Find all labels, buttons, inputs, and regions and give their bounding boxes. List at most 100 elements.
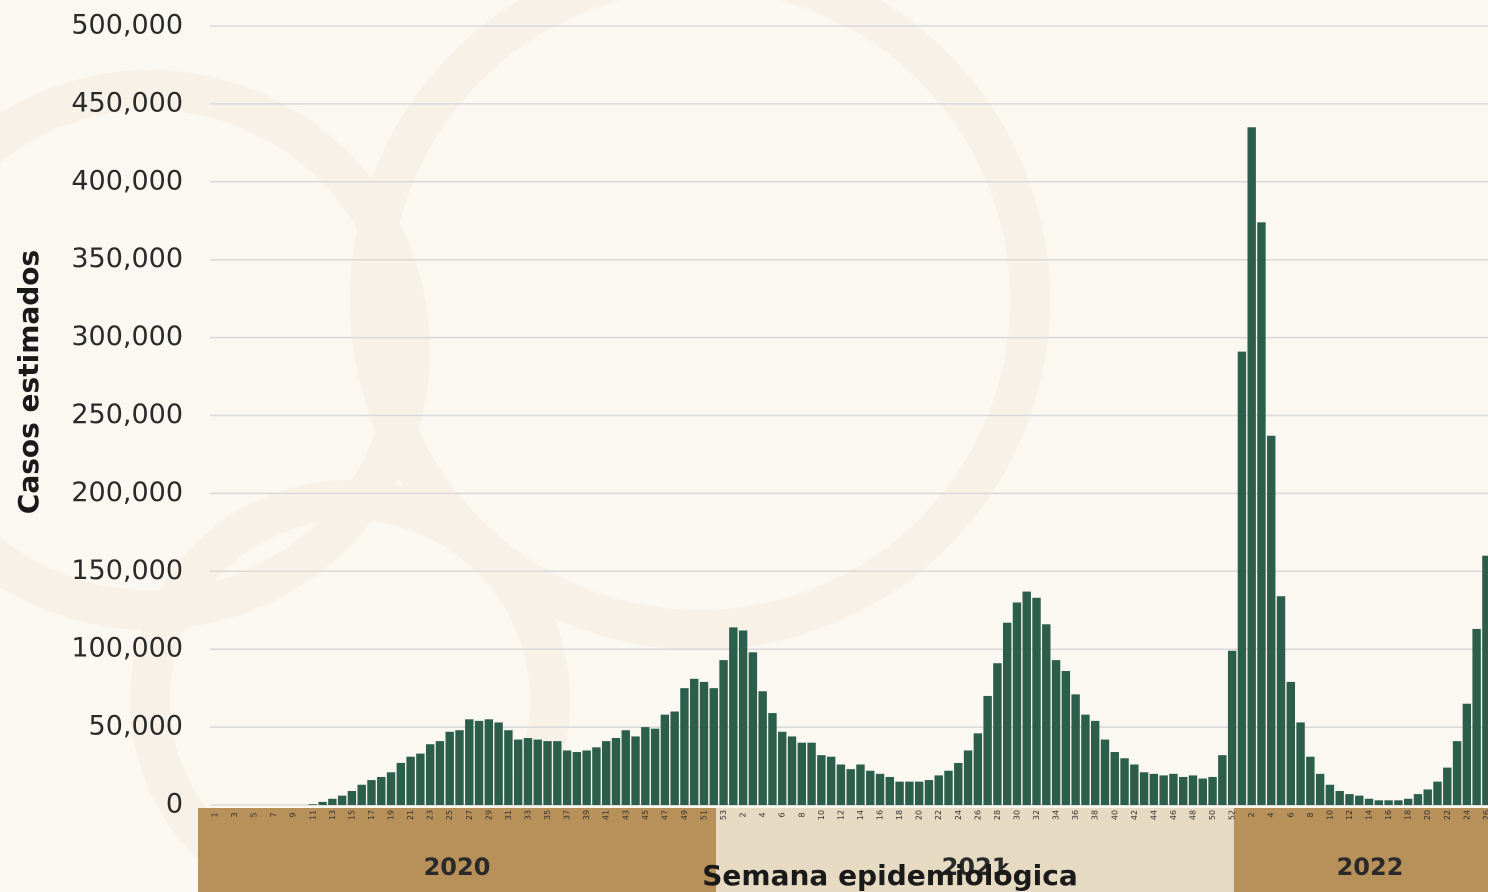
y-tick-label: 0 <box>166 789 183 820</box>
x-tick-label: 15 <box>347 810 356 820</box>
bar <box>1012 602 1022 805</box>
bar <box>1100 739 1110 805</box>
bar <box>377 776 386 805</box>
bar <box>465 719 474 805</box>
bar <box>885 776 895 805</box>
bar <box>1482 555 1488 805</box>
x-tick-label: 13 <box>328 810 337 820</box>
bar <box>631 736 640 805</box>
bar <box>1276 596 1286 805</box>
bar <box>1247 127 1256 805</box>
bar <box>1198 778 1207 805</box>
bar <box>425 744 435 805</box>
bar <box>396 762 406 805</box>
y-axis-label: Casos estimados <box>12 250 45 514</box>
bar <box>1325 784 1335 805</box>
x-tick-label: 44 <box>1149 810 1158 820</box>
year-band <box>716 808 1234 892</box>
x-tick-label: 9 <box>289 812 298 817</box>
x-tick-label: 51 <box>700 810 709 820</box>
bar <box>435 741 445 805</box>
bar <box>494 722 503 805</box>
bar <box>1110 752 1119 805</box>
bar <box>846 769 855 805</box>
bar <box>416 753 425 805</box>
bar <box>914 781 924 805</box>
bar <box>1355 795 1364 805</box>
bar <box>758 691 767 805</box>
bar <box>1413 794 1423 805</box>
x-tick-label: 20 <box>1423 810 1432 820</box>
x-tick-label: 34 <box>1052 810 1061 820</box>
bar <box>719 660 728 805</box>
x-tick-label: 28 <box>993 810 1002 820</box>
x-tick-label: 22 <box>934 810 943 820</box>
x-tick-label: 32 <box>1032 810 1041 820</box>
x-tick-label: 3 <box>230 812 239 817</box>
x-tick-label: 39 <box>582 810 591 820</box>
y-tick-label: 250,000 <box>71 399 183 430</box>
bar <box>993 663 1002 805</box>
bar <box>1130 764 1139 805</box>
year-label: 2022 <box>1337 853 1404 881</box>
bar <box>445 731 454 805</box>
bar <box>1091 720 1100 805</box>
bar <box>347 790 357 805</box>
bar <box>504 730 513 805</box>
bar <box>963 750 973 805</box>
x-tick-label: 18 <box>895 810 904 820</box>
bar <box>1433 781 1442 805</box>
x-tick-label: 35 <box>543 810 552 820</box>
y-tick-label: 50,000 <box>89 711 183 742</box>
bar <box>484 719 494 805</box>
bars <box>308 127 1488 806</box>
bar <box>1403 798 1413 805</box>
bar <box>817 755 826 805</box>
bar <box>1061 671 1071 805</box>
x-tick-label: 41 <box>602 810 611 820</box>
bar <box>602 741 611 805</box>
x-tick-label: 53 <box>719 810 728 820</box>
x-tick-label: 5 <box>250 812 259 817</box>
watermark <box>0 0 1030 892</box>
x-tick-label: 22 <box>1443 810 1452 820</box>
bar <box>1315 773 1325 805</box>
bar <box>562 750 572 805</box>
bar <box>1394 800 1403 805</box>
bar <box>856 764 865 805</box>
x-tick-label: 8 <box>797 812 806 817</box>
bar <box>797 742 806 805</box>
bar <box>1081 714 1090 805</box>
x-tick-label: 8 <box>1306 812 1315 817</box>
x-tick-label: 37 <box>563 810 572 820</box>
x-tick-label: 36 <box>1071 810 1080 820</box>
bar <box>944 770 953 805</box>
x-tick-label: 14 <box>1365 810 1374 820</box>
year-label: 2020 <box>424 853 491 881</box>
bar <box>328 798 337 805</box>
x-tick-label: 23 <box>426 810 435 820</box>
bar <box>572 752 582 805</box>
bar <box>924 780 934 805</box>
bar <box>729 627 738 805</box>
bar <box>621 730 630 805</box>
x-tick-label: 42 <box>1130 810 1139 820</box>
x-tick-label: 10 <box>817 810 826 820</box>
bar <box>1374 800 1384 805</box>
x-tick-label: 10 <box>1325 810 1334 820</box>
bar <box>738 630 748 805</box>
bar <box>1139 772 1149 805</box>
bar <box>1423 789 1432 805</box>
bar <box>1452 741 1462 805</box>
y-tick-label: 300,000 <box>71 321 183 352</box>
bar <box>778 731 787 805</box>
bar <box>1071 694 1080 805</box>
bar <box>1042 624 1051 805</box>
x-tick-label: 24 <box>1462 810 1471 820</box>
bar <box>1120 758 1129 805</box>
x-tick-label: 27 <box>465 810 474 820</box>
y-tick-label: 350,000 <box>71 243 183 274</box>
x-axis-label: Semana epidemiológica <box>702 859 1077 892</box>
